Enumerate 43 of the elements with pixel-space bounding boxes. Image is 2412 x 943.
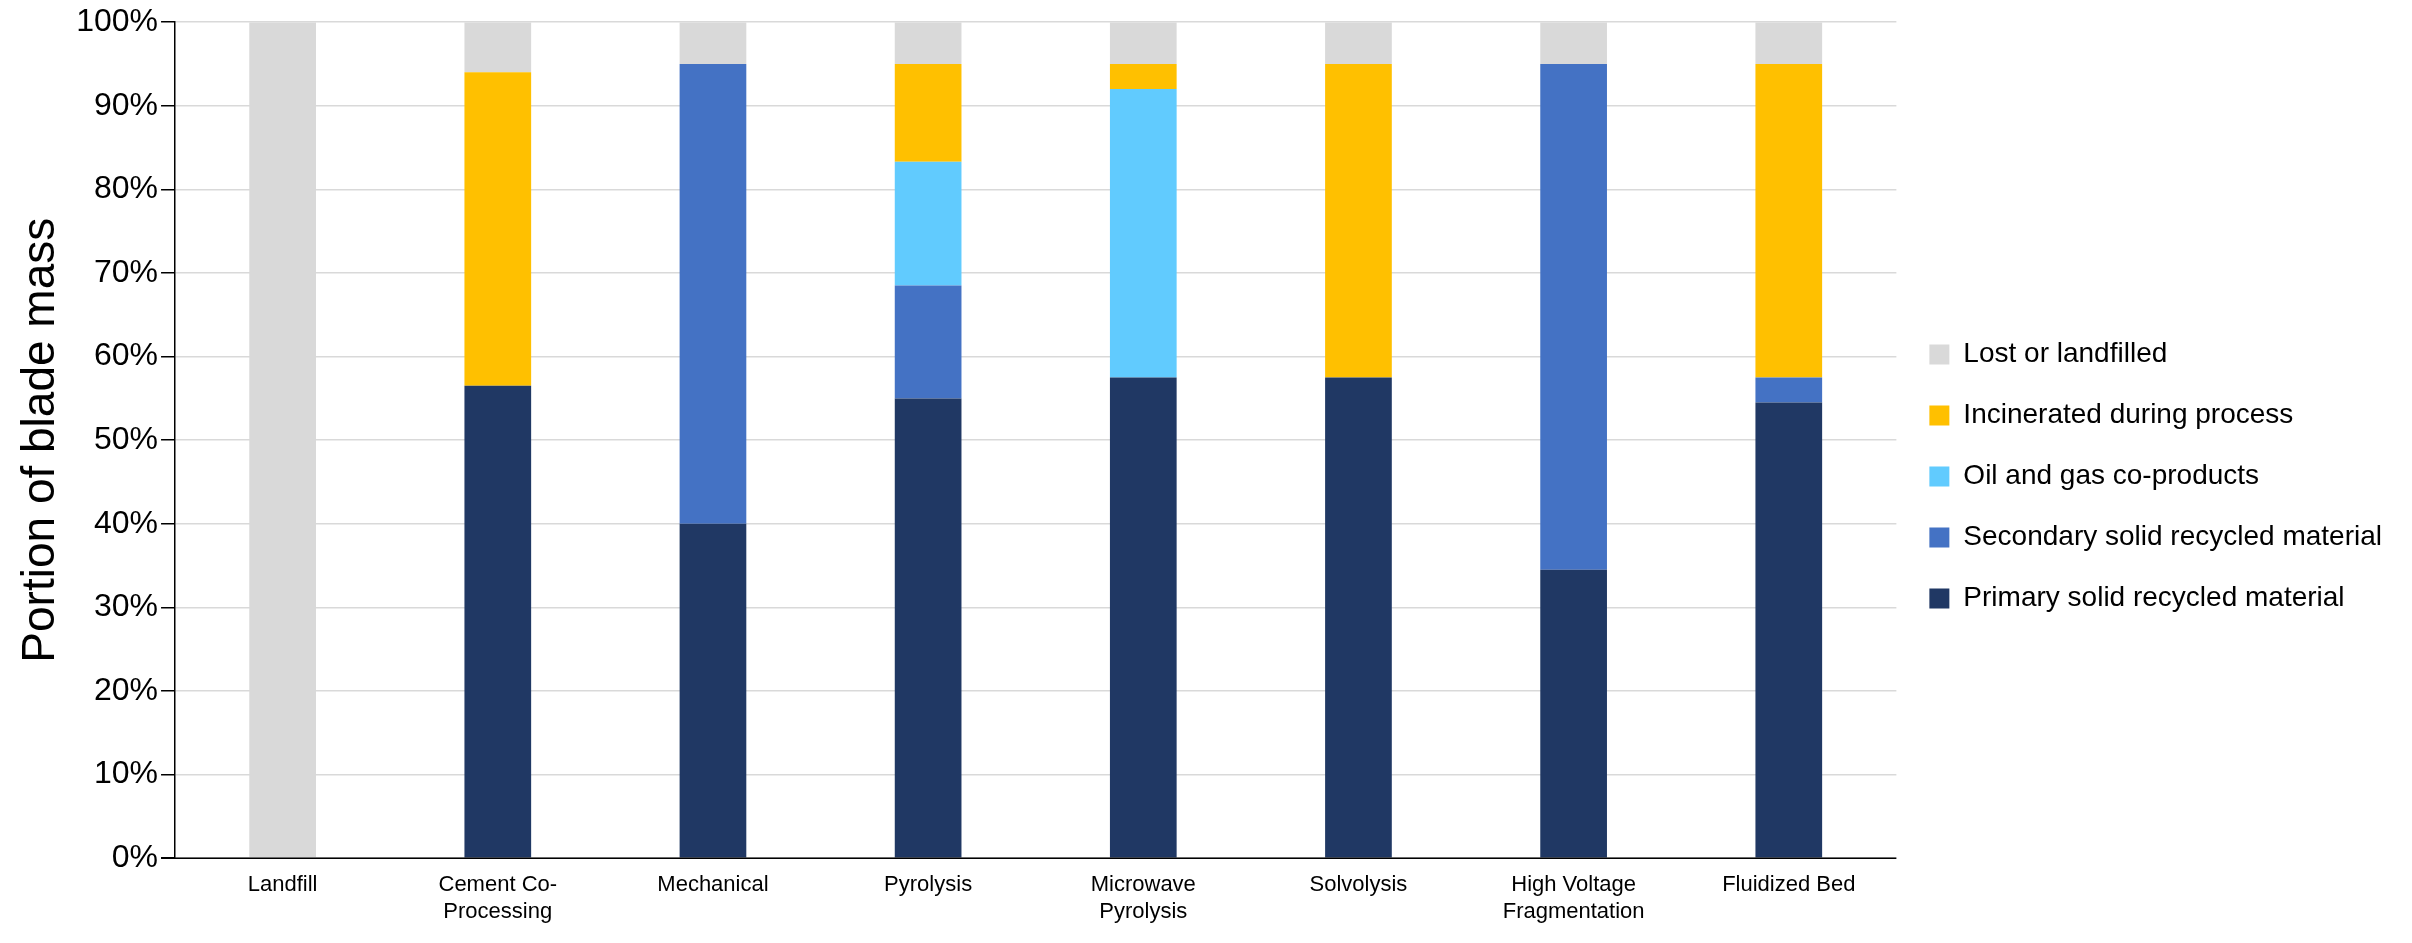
bar xyxy=(894,398,962,858)
bar xyxy=(679,523,747,858)
bar xyxy=(1109,377,1177,858)
bar xyxy=(1755,377,1823,403)
y-tick-label: 90% xyxy=(94,85,159,122)
x-tick-label: Microwave Pyrolysis xyxy=(1090,871,1196,923)
x-tick-label: Pyrolysis xyxy=(884,871,973,897)
bar xyxy=(894,285,962,399)
x-tick-label: Fluidized Bed xyxy=(1722,871,1856,897)
y-tick-label: 60% xyxy=(94,336,159,373)
bar xyxy=(1109,89,1177,378)
bar xyxy=(894,64,962,162)
legend-label: Primary solid recycled material xyxy=(1963,581,2345,613)
bar xyxy=(894,161,962,286)
legend-label: Lost or landfilled xyxy=(1963,337,2168,369)
y-tick-label: 70% xyxy=(94,252,159,289)
bar xyxy=(1325,377,1392,858)
bar xyxy=(1109,64,1177,90)
x-tick-label: High Voltage Fragmentation xyxy=(1502,871,1645,923)
bar xyxy=(1540,64,1607,570)
bar xyxy=(464,72,532,386)
y-tick-label: 10% xyxy=(94,754,159,791)
y-tick-label: 80% xyxy=(94,169,159,206)
bar xyxy=(1540,569,1607,858)
y-axis-title: Portion of blade mass xyxy=(12,217,65,663)
y-tick-label: 100% xyxy=(76,2,159,39)
bar xyxy=(1755,64,1823,378)
bar xyxy=(1325,64,1392,378)
bar xyxy=(464,385,532,858)
legend-label: Incinerated during process xyxy=(1963,398,2294,430)
y-tick-label: 50% xyxy=(94,420,159,457)
x-tick-label: Cement Co-Processing xyxy=(438,871,558,923)
legend-label: Oil and gas co-products xyxy=(1963,459,2260,491)
y-tick-label: 30% xyxy=(94,587,159,624)
x-tick-label: Solvolysis xyxy=(1309,871,1408,897)
bar xyxy=(679,64,747,524)
bar xyxy=(1755,402,1823,858)
y-tick-label: 40% xyxy=(94,503,159,540)
y-tick-label: 20% xyxy=(94,670,159,707)
y-tick-label: 0% xyxy=(111,838,159,875)
legend-label: Secondary solid recycled material xyxy=(1963,520,2383,552)
x-tick-label: Mechanical xyxy=(657,871,769,897)
x-tick-label: Landfill xyxy=(247,871,318,897)
